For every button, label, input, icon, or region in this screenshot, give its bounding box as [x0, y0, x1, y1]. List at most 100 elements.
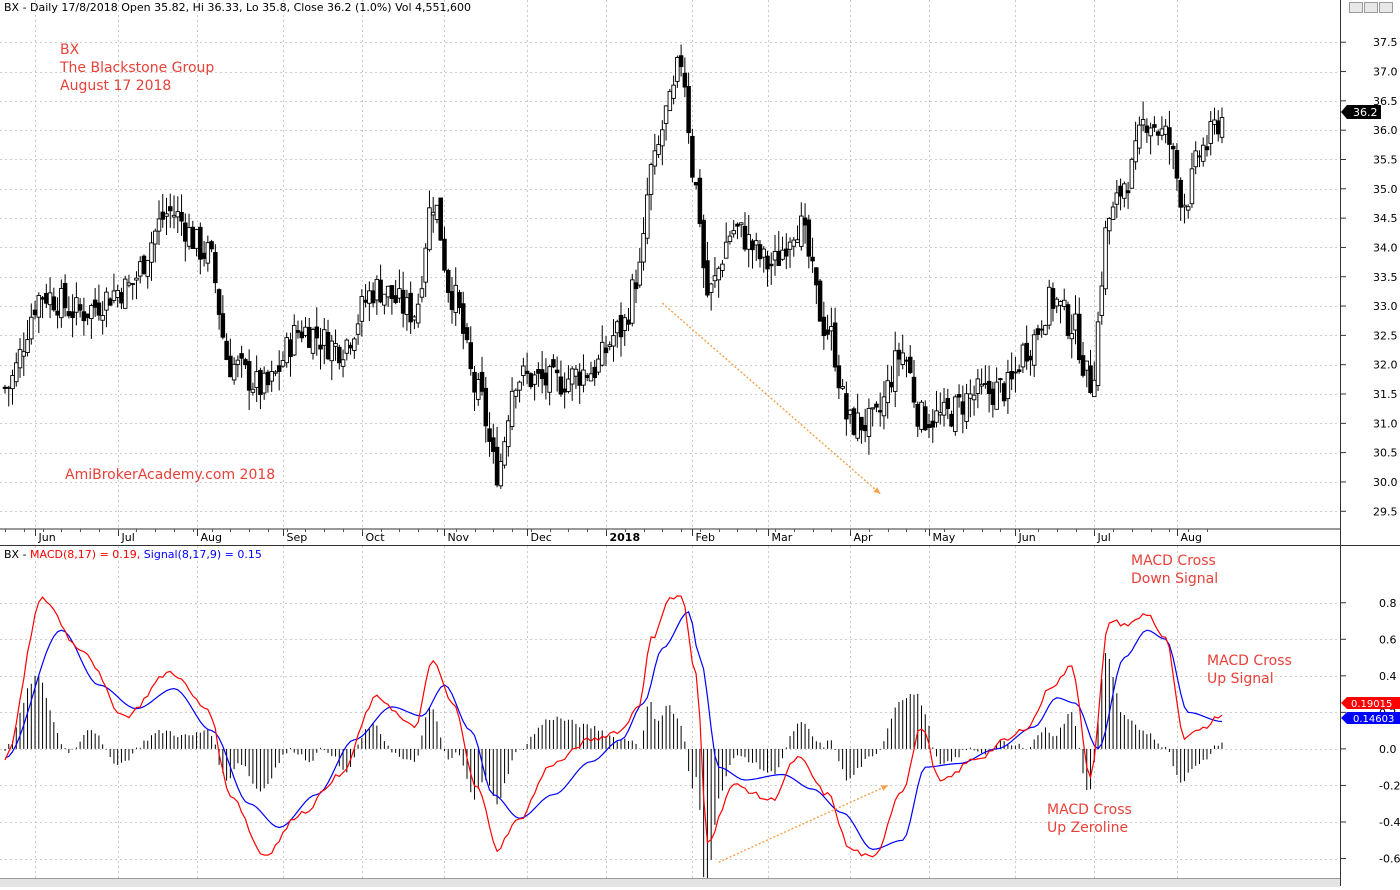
- candle: [847, 408, 853, 425]
- month-label: Mar: [772, 531, 793, 544]
- annotation-ticker: BX: [60, 42, 80, 58]
- candle: [2, 384, 8, 394]
- candle: [47, 277, 53, 319]
- sheet-tabs-bar[interactable]: [0, 878, 1340, 887]
- candle: [276, 350, 282, 391]
- candle: [686, 72, 691, 144]
- candle: [246, 349, 252, 410]
- candle: [607, 341, 612, 351]
- candle: [998, 377, 1003, 393]
- macd-axis-label: 0.8: [1379, 597, 1397, 610]
- candle: [663, 105, 669, 141]
- month-label: Feb: [696, 531, 715, 544]
- candle: [228, 338, 233, 378]
- candle: [190, 220, 196, 249]
- candle: [122, 275, 128, 309]
- candle: [907, 345, 913, 374]
- price-trend-arrow: [661, 302, 881, 495]
- candle: [577, 363, 582, 404]
- candle: [784, 233, 789, 270]
- candle: [645, 177, 650, 245]
- candle: [667, 88, 673, 112]
- candle: [370, 282, 376, 308]
- macd-line: [4, 595, 1223, 858]
- candle: [434, 204, 440, 224]
- macd-axis: -0.6-0.4-0.20.00.20.40.60.8: [1341, 597, 1400, 866]
- candle: [787, 237, 793, 268]
- candle: [1208, 111, 1213, 156]
- candle: [299, 320, 304, 343]
- candle: [986, 365, 992, 413]
- candle: [780, 236, 785, 261]
- macd-value-label: 0.19015: [1351, 699, 1392, 710]
- candle: [1159, 116, 1165, 141]
- last-price-marker: 36.2: [1341, 105, 1381, 119]
- candle: [145, 259, 150, 289]
- note-cross-up-signal-line2: Up Signal: [1207, 671, 1274, 687]
- candle: [806, 214, 812, 269]
- candle: [889, 366, 894, 393]
- candle: [1088, 349, 1093, 394]
- candle: [765, 250, 770, 287]
- candle: [569, 366, 575, 401]
- month-label: May: [933, 531, 956, 544]
- candle: [1095, 311, 1101, 392]
- candle: [1167, 110, 1172, 165]
- candle: [483, 376, 489, 443]
- candle: [528, 372, 534, 390]
- candle: [111, 273, 117, 304]
- candle: [235, 355, 241, 378]
- candle: [213, 244, 218, 294]
- candle: [1140, 101, 1146, 132]
- candle: [284, 332, 289, 368]
- candle: [536, 362, 541, 387]
- candle: [836, 354, 842, 400]
- candle: [36, 292, 42, 334]
- candle: [532, 370, 537, 401]
- candle: [641, 217, 646, 271]
- candle: [77, 298, 83, 318]
- candle: [723, 222, 729, 259]
- month-label: Aug: [201, 531, 222, 544]
- candle: [14, 352, 19, 387]
- month-label: Oct: [366, 531, 386, 544]
- candle: [1050, 282, 1056, 322]
- candle: [243, 357, 248, 370]
- candle: [1005, 359, 1011, 414]
- candle: [322, 317, 327, 365]
- candle: [551, 354, 556, 369]
- candle: [750, 238, 755, 269]
- candle: [615, 319, 620, 348]
- candle: [310, 327, 316, 360]
- candle: [40, 296, 45, 319]
- scroll-left-button[interactable]: [1349, 2, 1363, 13]
- candle: [74, 282, 79, 326]
- candle: [141, 254, 147, 275]
- candle: [682, 57, 688, 98]
- candle: [445, 268, 451, 303]
- close-pane-button[interactable]: [1379, 2, 1393, 13]
- candle: [592, 360, 597, 386]
- candle: [990, 381, 996, 418]
- candle: [1080, 341, 1086, 378]
- candle: [960, 385, 966, 434]
- candle: [393, 279, 398, 305]
- candle: [1110, 201, 1116, 220]
- candle: [250, 382, 256, 396]
- macd-axis-label: -0.6: [1379, 853, 1400, 866]
- candle: [885, 364, 890, 419]
- candle: [220, 295, 226, 340]
- minimize-pane-button[interactable]: [1364, 2, 1378, 13]
- candle: [1103, 220, 1108, 295]
- candle: [408, 281, 413, 335]
- candle: [104, 287, 109, 328]
- candle: [938, 392, 943, 425]
- candle: [720, 260, 725, 278]
- candle: [130, 283, 135, 300]
- candle: [216, 288, 222, 330]
- candle: [498, 453, 504, 489]
- candle: [89, 303, 94, 339]
- candle: [945, 388, 951, 420]
- candle: [44, 283, 49, 309]
- candle: [648, 162, 654, 211]
